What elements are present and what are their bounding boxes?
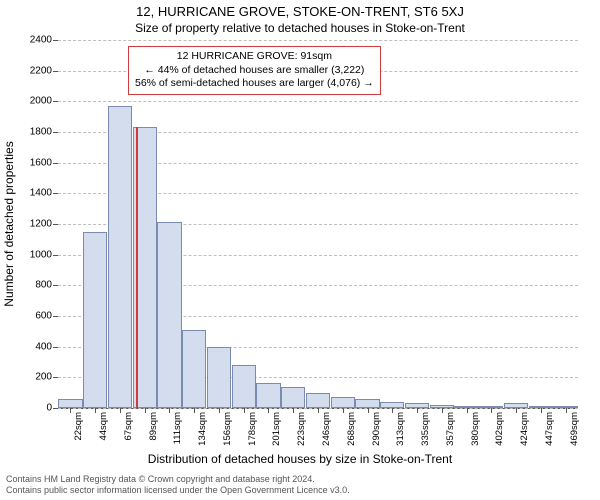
chart: 0200400600800100012001400160018002000220… [58, 40, 578, 408]
x-tick-label: 268sqm [346, 412, 357, 446]
y-tick-mark [53, 408, 58, 409]
x-tick-label: 402sqm [494, 412, 505, 446]
x-tick-mark [442, 408, 443, 413]
y-tick-label: 600 [12, 311, 52, 322]
x-tick-mark [392, 408, 393, 413]
x-tick-label: 111sqm [172, 412, 183, 444]
annotation-line: 56% of semi-detached houses are larger (… [135, 77, 374, 91]
x-tick-label: 44sqm [98, 412, 109, 441]
bar [182, 330, 206, 408]
x-tick-label: 335sqm [420, 412, 431, 446]
bar [58, 399, 82, 408]
x-tick-label: 469sqm [569, 412, 580, 446]
bar [83, 232, 107, 408]
x-tick-mark [516, 408, 517, 413]
footer: Contains HM Land Registry data © Crown c… [6, 474, 350, 496]
y-tick-label: 800 [12, 280, 52, 291]
y-tick-mark [53, 193, 58, 194]
x-tick-mark [70, 408, 71, 413]
grid-line [58, 101, 578, 102]
bar [256, 383, 280, 408]
y-tick-label: 2000 [12, 96, 52, 107]
x-tick-mark [491, 408, 492, 413]
x-tick-mark [194, 408, 195, 413]
y-tick-mark [53, 132, 58, 133]
y-tick-label: 0 [12, 403, 52, 414]
x-tick-label: 178sqm [247, 412, 258, 446]
x-tick-mark [169, 408, 170, 413]
y-tick-mark [53, 255, 58, 256]
y-tick-label: 1200 [12, 219, 52, 230]
y-tick-mark [53, 377, 58, 378]
bar [157, 222, 181, 408]
y-tick-label: 400 [12, 341, 52, 352]
y-tick-label: 1000 [12, 249, 52, 260]
y-tick-label: 2200 [12, 65, 52, 76]
y-tick-mark [53, 316, 58, 317]
x-tick-mark [318, 408, 319, 413]
x-tick-label: 156sqm [222, 412, 233, 446]
x-tick-label: 223sqm [296, 412, 307, 446]
x-tick-label: 134sqm [197, 412, 208, 446]
x-tick-mark [343, 408, 344, 413]
x-tick-mark [95, 408, 96, 413]
x-tick-mark [417, 408, 418, 413]
bar [355, 399, 379, 408]
y-tick-mark [53, 224, 58, 225]
footer-line: Contains HM Land Registry data © Crown c… [6, 474, 350, 485]
x-tick-label: 246sqm [321, 412, 332, 446]
footer-line: Contains public sector information licen… [6, 485, 350, 496]
bar [108, 106, 132, 408]
bar [306, 393, 330, 408]
y-tick-mark [53, 40, 58, 41]
x-tick-mark [120, 408, 121, 413]
x-tick-label: 357sqm [445, 412, 456, 446]
y-tick-mark [53, 347, 58, 348]
x-tick-label: 89sqm [148, 412, 159, 441]
bar [232, 365, 256, 408]
highlight-marker [136, 127, 138, 408]
x-tick-label: 67sqm [123, 412, 134, 441]
x-tick-label: 201sqm [271, 412, 282, 446]
x-tick-label: 447sqm [544, 412, 555, 446]
x-tick-label: 22sqm [73, 412, 84, 441]
x-tick-label: 313sqm [395, 412, 406, 446]
bar [331, 397, 355, 409]
x-tick-mark [219, 408, 220, 413]
y-tick-mark [53, 163, 58, 164]
grid-line [58, 40, 578, 41]
y-tick-label: 2400 [12, 35, 52, 46]
annotation-box: 12 HURRICANE GROVE: 91sqm← 44% of detach… [128, 46, 381, 95]
plot-area: 0200400600800100012001400160018002000220… [58, 40, 578, 409]
bar [281, 387, 305, 408]
y-tick-label: 200 [12, 372, 52, 383]
page-subtitle: Size of property relative to detached ho… [0, 19, 600, 35]
y-tick-mark [53, 71, 58, 72]
x-tick-mark [293, 408, 294, 413]
x-tick-label: 380sqm [470, 412, 481, 446]
x-tick-mark [244, 408, 245, 413]
y-tick-label: 1600 [12, 157, 52, 168]
x-tick-mark [368, 408, 369, 413]
x-axis-label: Distribution of detached houses by size … [0, 452, 600, 466]
x-tick-label: 290sqm [371, 412, 382, 446]
x-tick-mark [541, 408, 542, 413]
x-tick-mark [268, 408, 269, 413]
x-tick-mark [467, 408, 468, 413]
y-tick-label: 1400 [12, 188, 52, 199]
x-tick-mark [566, 408, 567, 413]
annotation-line: ← 44% of detached houses are smaller (3,… [135, 64, 374, 78]
page-title: 12, HURRICANE GROVE, STOKE-ON-TRENT, ST6… [0, 0, 600, 19]
annotation-line: 12 HURRICANE GROVE: 91sqm [135, 50, 374, 64]
y-tick-mark [53, 285, 58, 286]
y-tick-label: 1800 [12, 127, 52, 138]
bar [207, 347, 231, 408]
x-tick-mark [145, 408, 146, 413]
y-tick-mark [53, 101, 58, 102]
x-tick-label: 424sqm [519, 412, 530, 446]
